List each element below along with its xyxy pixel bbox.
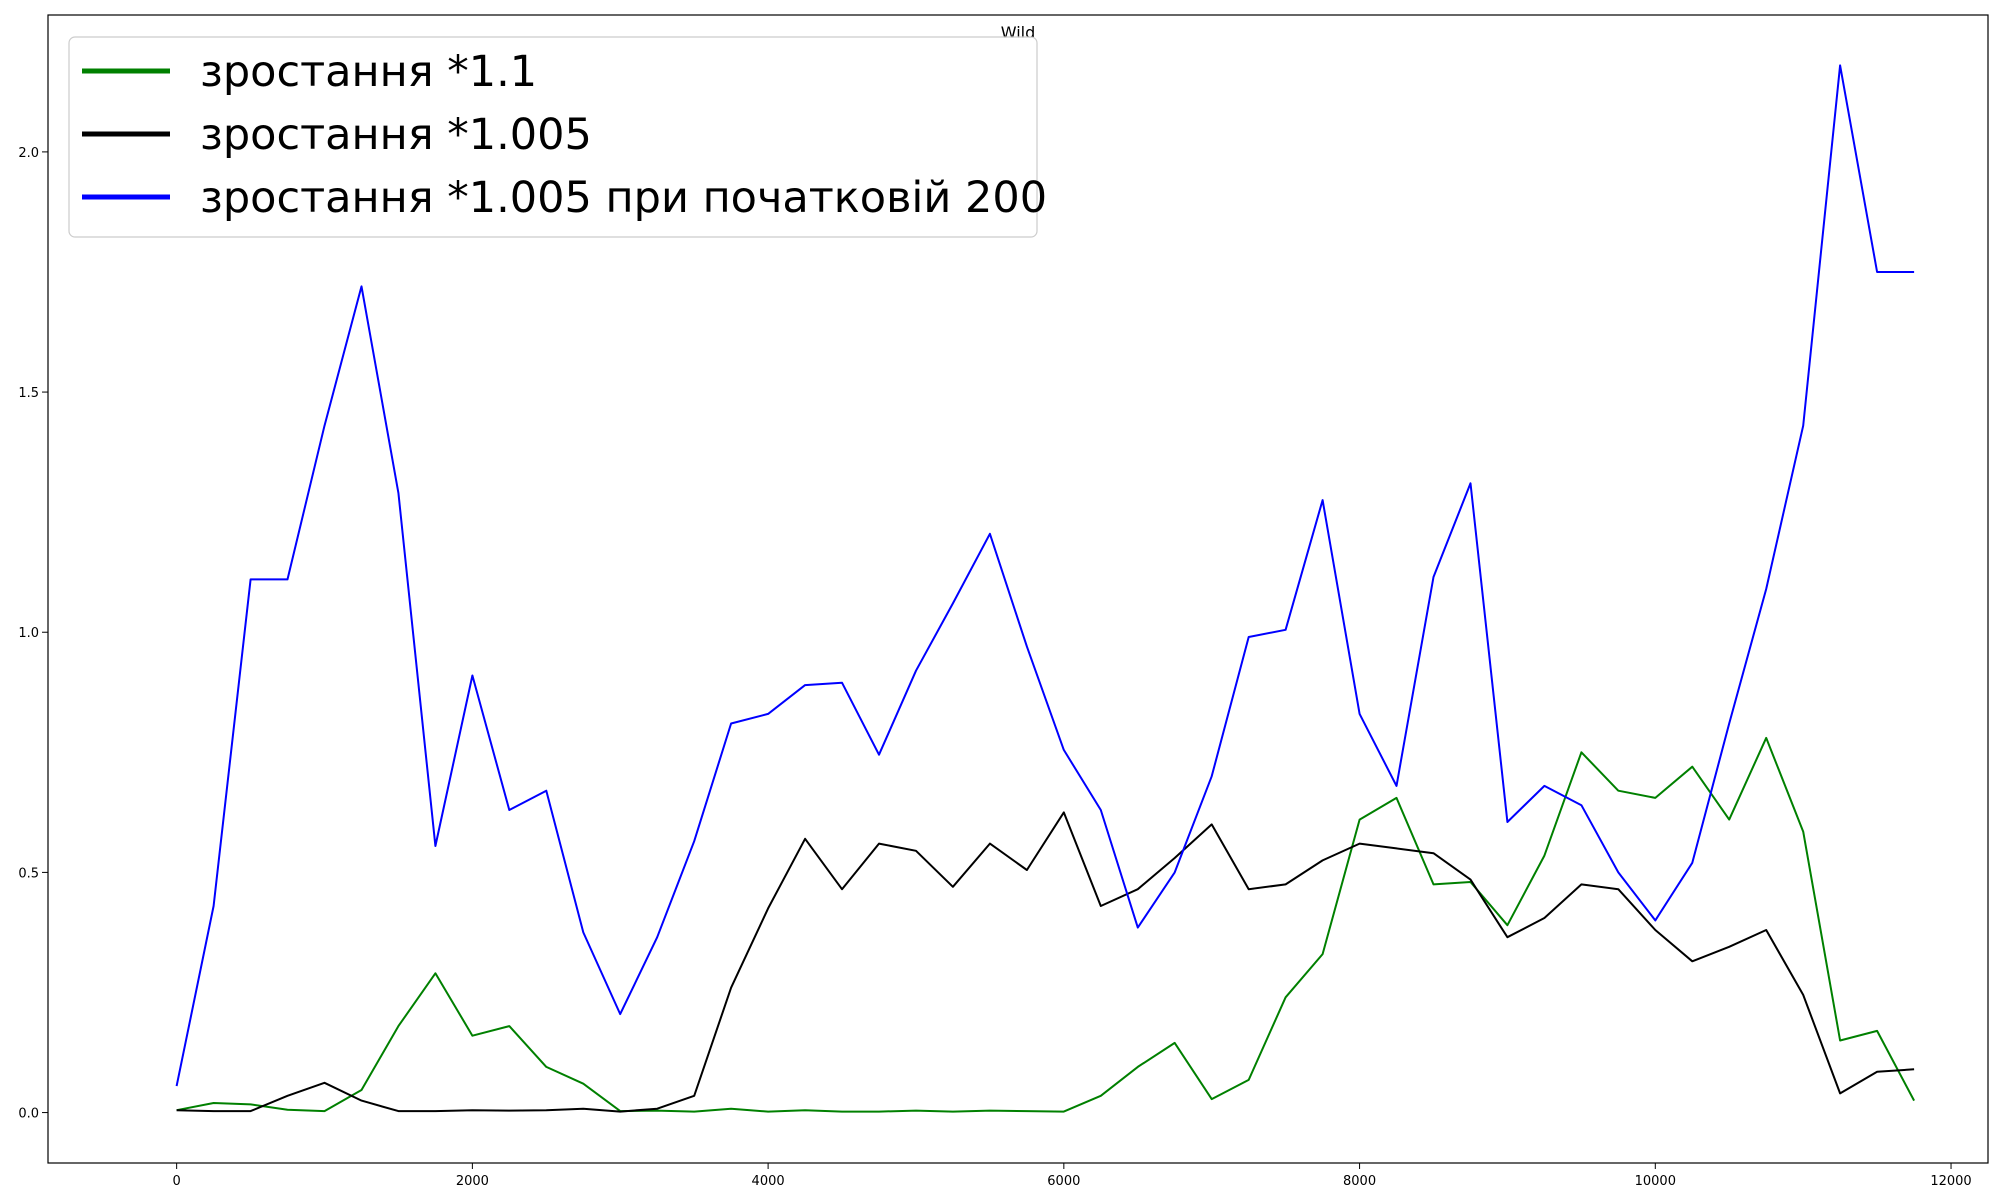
x-tick-label: 8000 — [1343, 1174, 1376, 1189]
legend-box — [68, 36, 1038, 238]
legend: зростання *1.1 зростання *1.005 зростання … — [68, 36, 1047, 238]
y-tick-label: 0.0 — [18, 1107, 39, 1122]
y-tick-label: 2.0 — [18, 146, 39, 161]
series-lines — [175, 64, 1915, 1113]
legend-label-3: зростання *1.005 при початковій 200 — [200, 173, 1047, 223]
series-line-2 — [176, 811, 1915, 1113]
y-tick-label: 0.5 — [18, 866, 39, 881]
y-tick-label: 1.5 — [18, 386, 39, 401]
legend-label-2: зростання *1.005 — [200, 110, 592, 160]
x-tick-label: 0 — [173, 1174, 181, 1189]
series-line-3 — [175, 64, 1915, 1087]
x-tick-label: 12000 — [1930, 1174, 1971, 1189]
y-tick-label: 1.0 — [18, 626, 39, 641]
x-tick-label: 6000 — [1047, 1174, 1080, 1189]
x-tick-label: 2000 — [456, 1174, 489, 1189]
y-axis: 0.0 0.5 1.0 1.5 2.0 — [18, 146, 48, 1122]
legend-label-1: зростання *1.1 — [200, 47, 537, 97]
x-axis: 0 2000 4000 6000 8000 10000 12000 — [173, 1163, 1972, 1189]
series-line-1 — [176, 736, 1915, 1113]
x-tick-label: 10000 — [1635, 1174, 1676, 1189]
x-tick-label: 4000 — [752, 1174, 785, 1189]
